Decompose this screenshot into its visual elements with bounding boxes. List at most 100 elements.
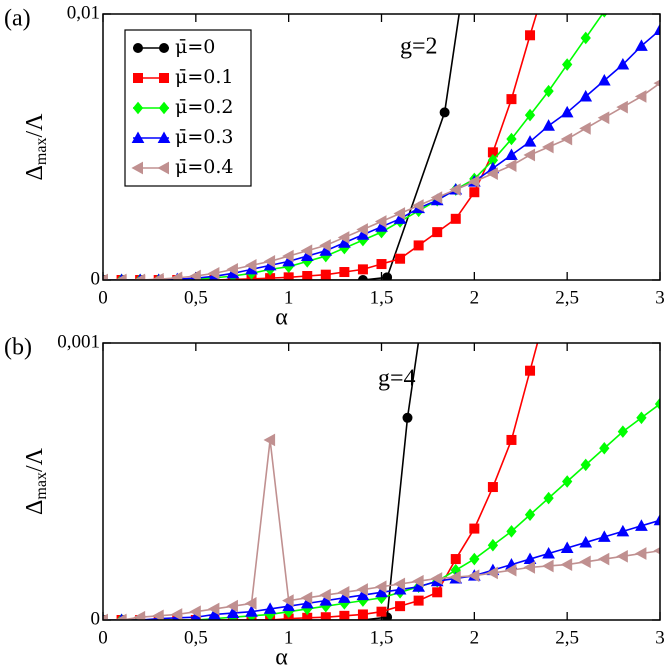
- point: [226, 263, 238, 276]
- point: [157, 131, 171, 143]
- point: [115, 613, 127, 620]
- point: [432, 227, 443, 238]
- point: [449, 570, 461, 584]
- point: [469, 187, 480, 198]
- point: [562, 475, 573, 488]
- point: [616, 524, 630, 537]
- point: [133, 273, 146, 280]
- point: [152, 272, 164, 280]
- y-label-sub: max: [33, 138, 50, 166]
- point: [616, 549, 628, 563]
- point: [157, 161, 169, 175]
- point: [523, 135, 537, 147]
- point: [131, 161, 143, 175]
- point: [430, 572, 443, 585]
- point: [439, 107, 450, 118]
- point: [506, 94, 517, 105]
- point: [300, 591, 313, 605]
- point: [634, 547, 647, 560]
- point: [158, 101, 170, 115]
- point: [524, 108, 536, 122]
- series-line: [103, 343, 539, 620]
- annotation: g=4: [378, 366, 416, 392]
- point: [418, 311, 427, 320]
- y-tick-label: 0: [91, 268, 101, 289]
- point: [543, 491, 554, 505]
- point: [505, 148, 518, 160]
- point: [616, 100, 628, 114]
- y-label-rest: /Λ: [22, 447, 48, 472]
- point: [560, 105, 574, 118]
- x-tick-label: 1: [284, 287, 294, 308]
- y-axis-label: Δmax/Λ: [22, 447, 50, 515]
- point: [580, 31, 591, 45]
- point: [653, 513, 660, 526]
- point: [469, 552, 480, 566]
- point: [412, 199, 424, 212]
- point: [579, 535, 593, 548]
- point: [543, 84, 554, 98]
- point: [635, 519, 648, 531]
- point: [506, 525, 517, 538]
- point: [597, 530, 611, 542]
- point: [170, 271, 183, 280]
- point: [374, 580, 387, 594]
- point: [319, 239, 331, 252]
- point: [560, 541, 574, 553]
- point: [226, 606, 240, 619]
- x-tick-label: 0: [98, 287, 108, 308]
- point: [412, 574, 424, 588]
- point: [339, 610, 350, 620]
- point: [263, 602, 277, 614]
- point: [525, 30, 536, 41]
- point: [320, 612, 331, 620]
- x-tick-label: 0,5: [184, 287, 208, 308]
- point: [132, 101, 144, 115]
- panel-label: (b): [4, 335, 32, 361]
- point: [504, 563, 517, 577]
- point: [450, 213, 461, 224]
- point: [376, 259, 387, 270]
- point: [579, 89, 593, 102]
- x-tick-label: 2: [470, 627, 480, 648]
- point: [432, 587, 443, 598]
- series-line: [103, 343, 420, 620]
- x-tick-label: 3: [655, 287, 665, 308]
- point: [207, 267, 220, 280]
- point: [263, 255, 276, 268]
- point: [282, 594, 294, 607]
- point: [357, 275, 368, 280]
- point: [579, 555, 591, 569]
- point: [245, 605, 258, 617]
- point: [133, 610, 146, 620]
- point: [635, 39, 648, 51]
- point: [357, 609, 368, 620]
- point: [616, 58, 630, 70]
- y-tick-label: 0: [91, 608, 101, 629]
- point: [207, 602, 220, 616]
- plot: [103, 311, 660, 620]
- point: [226, 599, 238, 613]
- point: [133, 73, 143, 83]
- point: [636, 411, 647, 425]
- point: [525, 365, 536, 376]
- x-tick-label: 3: [655, 627, 665, 648]
- point: [599, 441, 610, 455]
- plot-frame: [102, 342, 661, 621]
- x-tick-label: 2: [470, 287, 480, 308]
- y-label-sub: max: [33, 472, 50, 500]
- y-label-main: Δ: [22, 165, 48, 180]
- point: [560, 132, 573, 146]
- legend-label: μ̄=0.2: [175, 96, 233, 118]
- point: [467, 175, 480, 188]
- point: [189, 269, 201, 280]
- plot: [103, 14, 660, 280]
- point: [579, 122, 591, 135]
- point: [244, 597, 257, 610]
- point: [170, 608, 183, 620]
- x-tick-label: 2,5: [555, 627, 579, 648]
- point: [393, 207, 406, 220]
- x-tick-label: 1,5: [370, 627, 394, 648]
- point: [542, 559, 554, 573]
